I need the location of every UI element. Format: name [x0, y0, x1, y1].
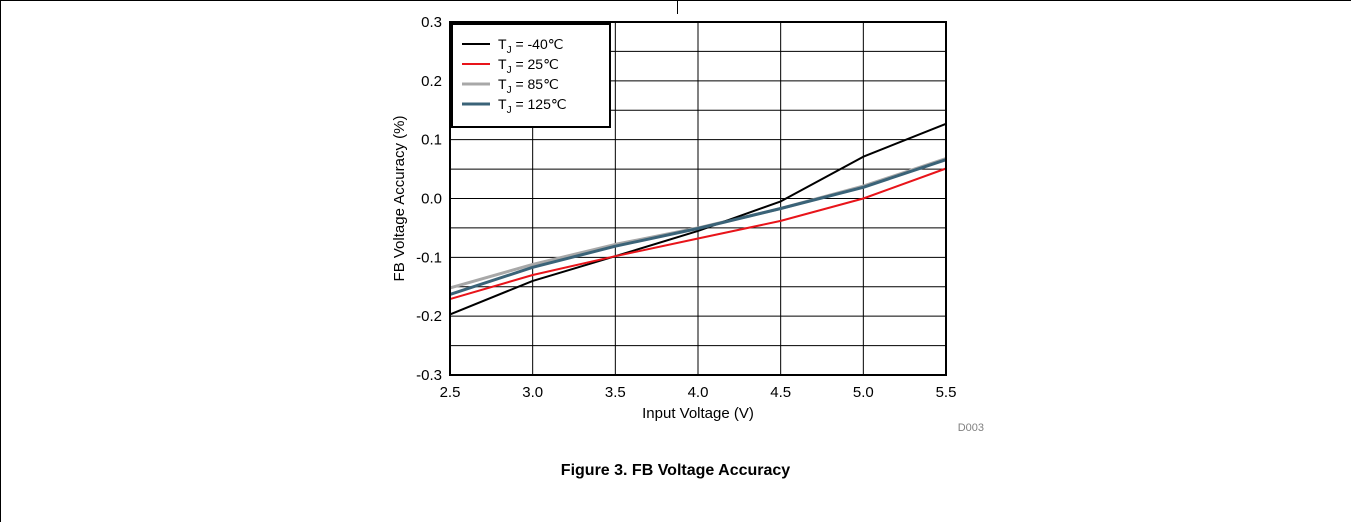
- x-tick-label: 5.5: [936, 384, 957, 401]
- series-line-0: [449, 122, 947, 316]
- legend-label-2: TJ = 85℃: [498, 76, 559, 96]
- legend: TJ = -40℃TJ = 25℃TJ = 85℃TJ = 125℃: [451, 23, 611, 128]
- x-axis-title: Input Voltage (V): [642, 405, 754, 422]
- frame-left-border: [0, 0, 1, 522]
- figure-code: D003: [958, 422, 984, 434]
- x-tick-label: 4.0: [688, 384, 709, 401]
- y-axis-title: FB Voltage Accuracy (%): [391, 116, 408, 282]
- series-line-3: [449, 158, 947, 296]
- series-lines: [449, 122, 947, 316]
- y-tick-label: -0.1: [416, 249, 442, 266]
- y-tick-label: 0.0: [421, 191, 442, 208]
- legend-label-1: TJ = 25℃: [498, 56, 559, 76]
- frame-top-divider: [0, 0, 1351, 1]
- y-tick-label: 0.3: [421, 14, 442, 31]
- x-tick-label: 3.5: [605, 384, 626, 401]
- x-tick-label: 4.5: [770, 384, 791, 401]
- y-tick-label: -0.2: [416, 308, 442, 325]
- plot-area-border: [449, 21, 947, 376]
- x-tick-label: 3.0: [522, 384, 543, 401]
- y-tick-labels: -0.3 -0.2 -0.1 0.0 0.1 0.2 0.3: [416, 14, 442, 384]
- series-line-1: [449, 167, 947, 301]
- frame-mid-divider: [677, 0, 678, 14]
- figure-caption: Figure 3. FB Voltage Accuracy: [560, 462, 791, 479]
- legend-box: [451, 23, 611, 128]
- y-tick-label: 0.2: [421, 73, 442, 90]
- x-tick-label: 5.0: [853, 384, 874, 401]
- legend-label-0: TJ = -40℃: [498, 36, 563, 56]
- y-tick-label: -0.3: [416, 367, 442, 384]
- y-tick-label: 0.1: [421, 132, 442, 149]
- x-tick-label: 2.5: [440, 384, 461, 401]
- x-tick-labels: 2.5 3.0 3.5 4.0 4.5 5.0 5.5: [440, 384, 957, 401]
- legend-label-3: TJ = 125℃: [498, 96, 567, 116]
